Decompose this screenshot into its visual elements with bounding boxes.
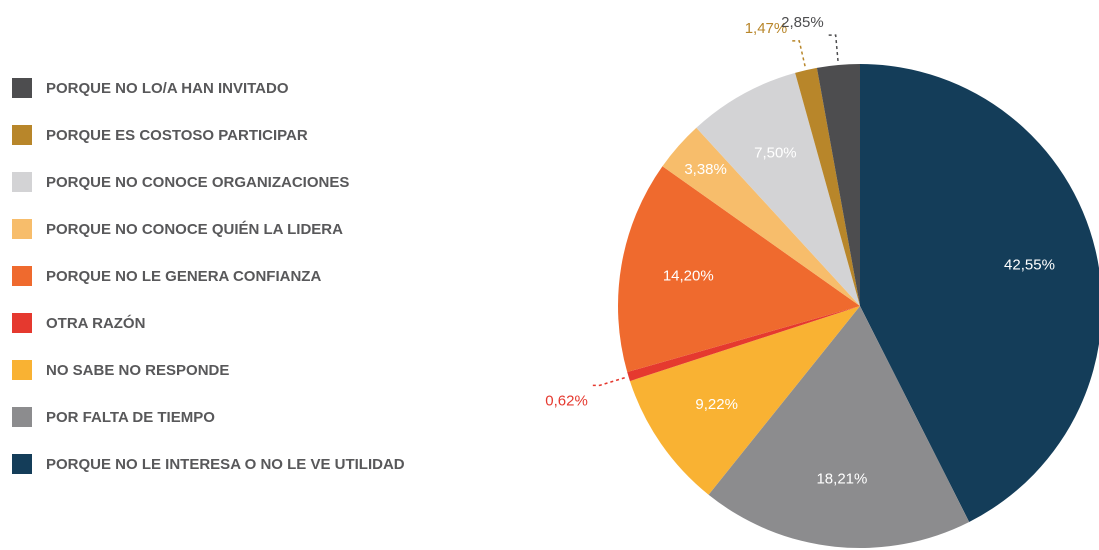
pie-slice — [816, 64, 860, 306]
legend-label: PORQUE NO CONOCE ORGANIZACIONES — [46, 174, 349, 191]
pie-slice — [629, 306, 860, 495]
leader-line — [827, 34, 839, 62]
leader-line — [791, 40, 806, 67]
legend-label: PORQUE NO LE GENERA CONFIANZA — [46, 268, 321, 285]
pie-slice — [860, 64, 1099, 522]
pie-slice — [708, 306, 970, 548]
legend-swatch — [12, 219, 32, 239]
pie-slice — [662, 127, 860, 306]
legend-swatch — [12, 125, 32, 145]
value-label: 3,38% — [684, 161, 727, 178]
value-label: 0,62% — [545, 392, 588, 409]
pie-slice — [696, 72, 860, 306]
legend-swatch — [12, 407, 32, 427]
legend-label: OTRA RAZÓN — [46, 314, 145, 332]
legend-swatch — [12, 78, 32, 98]
value-label: 18,21% — [816, 470, 867, 487]
legend-label: POR FALTA DE TIEMPO — [46, 409, 215, 426]
pie-slice — [618, 166, 860, 373]
value-label: 1,47% — [745, 20, 788, 37]
leader-line — [591, 377, 625, 387]
value-label: 9,22% — [695, 396, 738, 413]
legend-swatch — [12, 360, 32, 380]
value-label: 7,50% — [754, 145, 797, 162]
pie-slice — [795, 67, 860, 307]
legend-swatch — [12, 454, 32, 474]
legend-label: PORQUE NO LO/A HAN INVITADO — [46, 80, 289, 97]
legend-label: PORQUE ES COSTOSO PARTICIPAR — [46, 127, 308, 144]
legend-label: PORQUE NO CONOCE QUIÉN LA LIDERA — [46, 221, 343, 238]
value-label: 42,55% — [1004, 257, 1055, 274]
legend-label: PORQUE NO LE INTERESA O NO LE VE UTILIDA… — [46, 456, 405, 473]
legend-label: NO SABE NO RESPONDE — [46, 362, 229, 379]
legend-swatch — [12, 313, 32, 333]
pie-slice — [627, 306, 860, 382]
value-label: 2,85% — [781, 14, 824, 31]
legend-swatch — [12, 266, 32, 286]
legend-swatch — [12, 172, 32, 192]
value-label: 14,20% — [663, 268, 714, 285]
